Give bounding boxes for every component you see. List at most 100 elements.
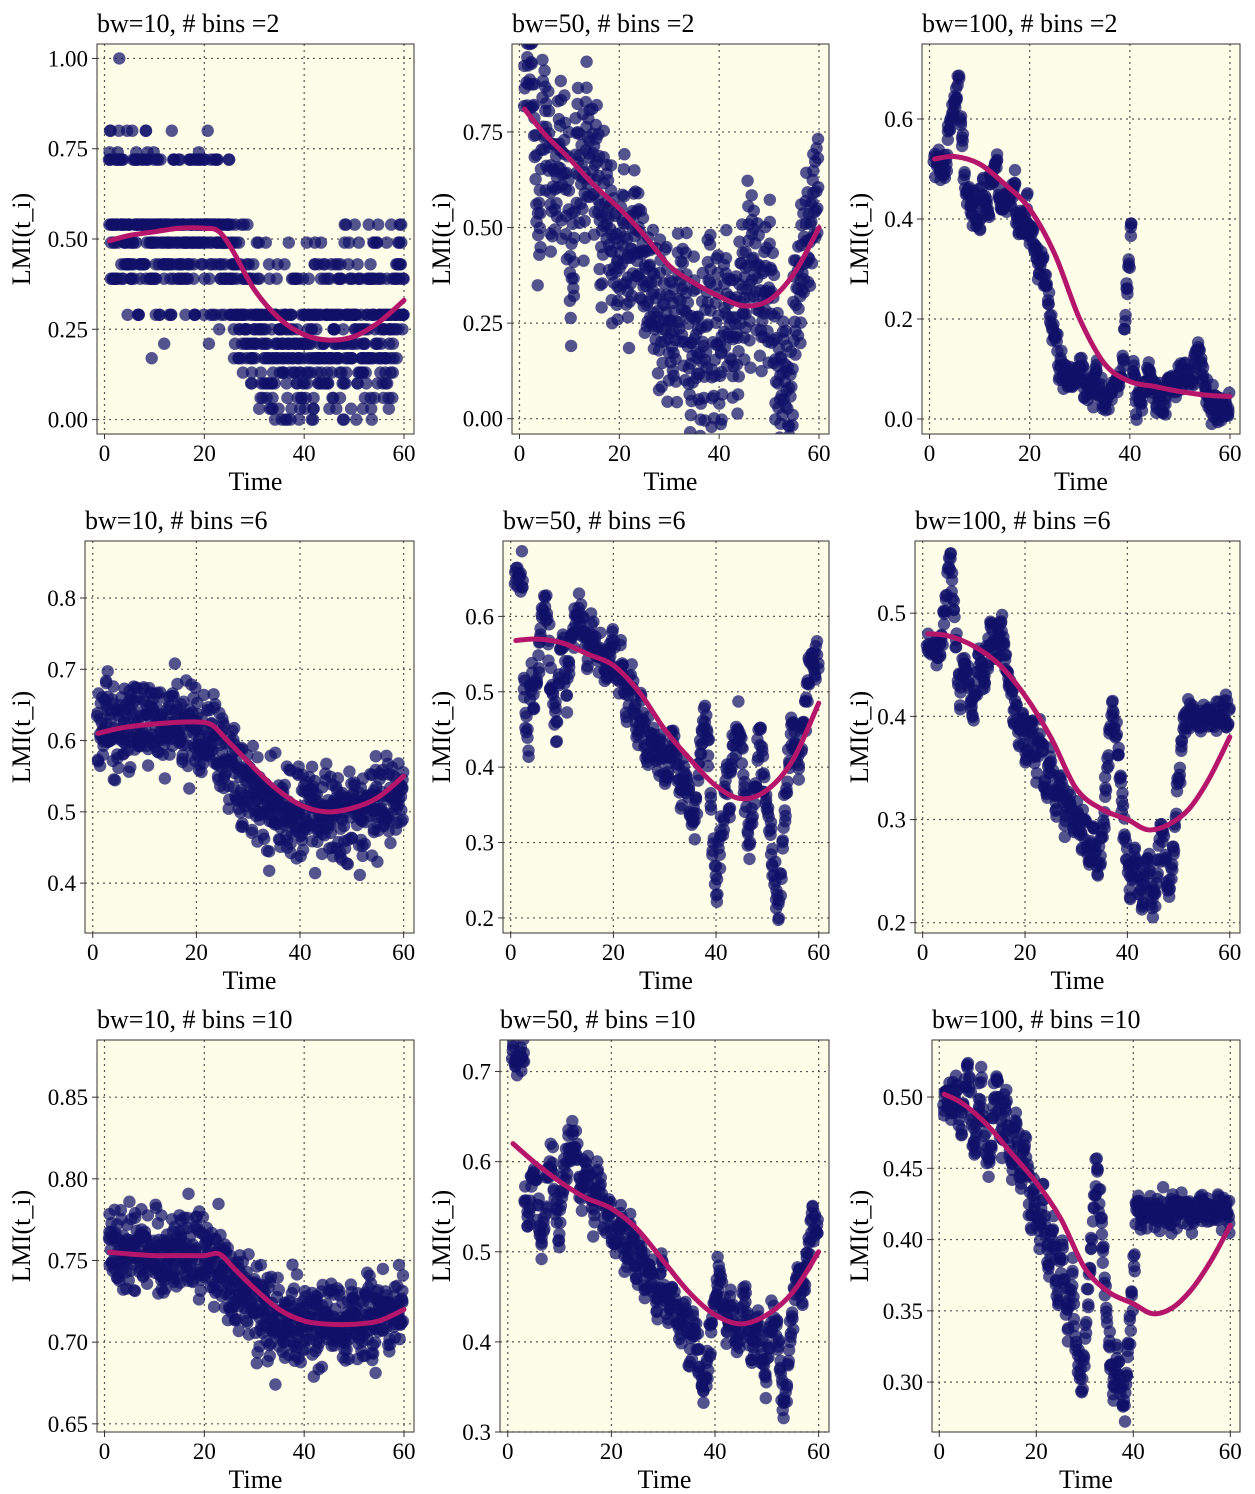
x-axis-title: Time [1051,966,1105,995]
data-point [253,402,266,415]
data-point [342,236,356,249]
data-point [954,703,967,716]
data-point [372,218,385,231]
data-point [122,1274,135,1287]
data-point [1150,877,1164,890]
data-point [168,657,182,670]
data-point [339,218,353,231]
data-point [1114,776,1128,790]
data-point [167,690,180,703]
data-point [101,665,114,678]
data-point [304,337,318,350]
data-point [562,655,575,668]
data-point [292,413,306,426]
x-tick-label: 20 [602,940,625,965]
data-point [330,402,343,415]
data-point [1027,223,1040,236]
data-point [704,799,717,812]
data-point [660,240,673,254]
data-point [529,173,542,186]
data-point [789,348,802,361]
data-point [210,153,223,166]
data-point [315,1360,329,1374]
data-point [702,734,715,747]
data-point [213,323,226,336]
data-point [207,688,220,701]
data-point [302,272,315,285]
data-point [107,773,121,786]
data-point [339,377,352,390]
y-axis-title: LMI(t_i) [7,691,36,783]
y-tick-label: 0.0 [884,407,913,432]
x-axis-title: Time [644,467,698,496]
data-point [716,388,729,401]
data-point [356,849,369,863]
data-point [684,426,697,434]
x-tick-label: 40 [293,441,316,466]
data-point [694,429,707,434]
data-point [1050,335,1063,348]
data-point [396,781,409,794]
data-point [124,761,137,774]
data-point [805,215,818,228]
data-point [370,236,384,249]
data-point [812,181,825,194]
data-point [252,272,266,285]
data-point [126,124,139,137]
data-point [285,402,298,415]
data-point [774,431,785,434]
data-point [720,223,733,237]
data-point [713,862,727,875]
data-point [596,277,609,290]
data-point [112,761,125,775]
data-point [346,352,359,365]
data-point [531,279,544,292]
data-point [128,1284,142,1298]
panel-6: 0 20 40 600.20.30.40.5bw=100, # bins =6Time… [845,506,1241,995]
data-point [116,153,130,166]
data-point [772,913,785,927]
data-point [735,741,748,754]
y-tick-label: 0.5 [465,680,494,705]
y-axis-title: LMI(t_i) [845,691,874,783]
data-point [230,1313,243,1327]
data-point [617,163,631,176]
data-point [270,272,283,285]
data-point [745,812,758,825]
data-point [114,1204,128,1217]
data-point [305,760,319,773]
y-tick-label: 0.00 [463,407,503,432]
panel-title: bw=100, # bins =2 [922,9,1117,38]
data-point [395,803,408,817]
data-point [731,388,745,401]
data-point [1156,835,1169,848]
data-point [538,64,551,77]
data-point [548,223,562,236]
panel-border [511,43,830,435]
y-tick-label: 0.6 [884,107,913,132]
data-point [1110,728,1124,741]
y-tick-label: 0.50 [463,216,503,241]
data-point [950,93,963,107]
data-point [331,772,345,785]
data-point [1094,849,1107,862]
data-point [272,1283,285,1297]
data-point [948,610,961,624]
data-point [351,258,364,271]
data-point [153,308,166,321]
x-axis-title: Time [639,966,693,995]
x-axis-title: Time [1054,467,1108,496]
y-tick-label: 0.5 [877,601,906,626]
data-point [241,218,254,231]
data-point [395,218,408,231]
data-point [307,391,320,405]
data-point [745,189,758,202]
data-point [214,1228,227,1242]
data-point [282,236,295,249]
data-point [611,313,624,326]
y-tick-label: 0.6 [465,604,494,629]
data-point [245,366,258,379]
panel-border [914,540,1241,934]
data-point [371,855,384,868]
data-point [182,1187,195,1201]
